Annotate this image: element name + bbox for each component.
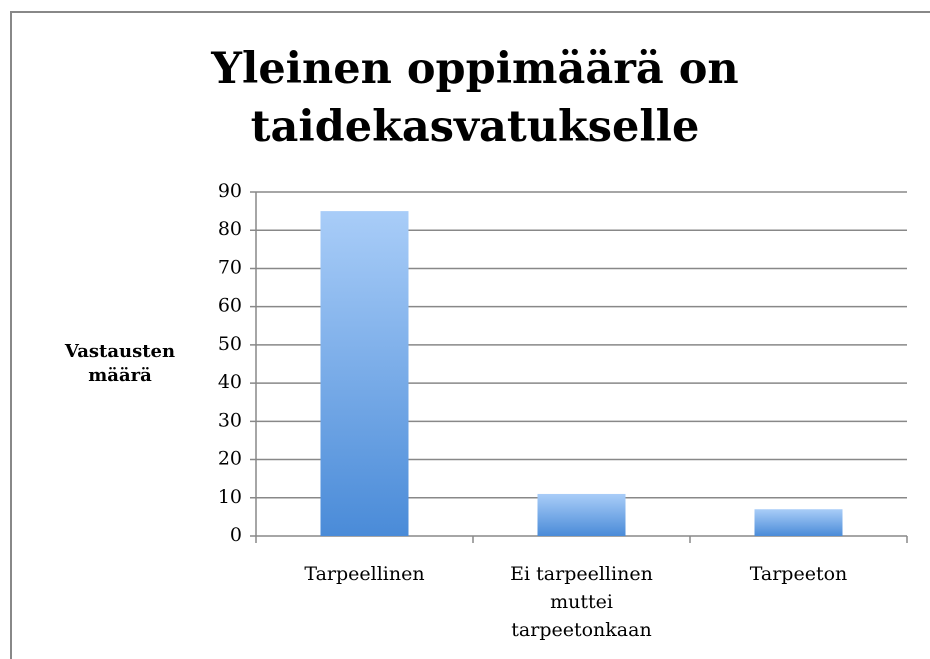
bar: [537, 493, 626, 536]
y-tick-label: 40: [218, 371, 242, 393]
x-tick-label: Tarpeeton: [749, 563, 848, 585]
chart-border: [10, 11, 930, 659]
y-tick-label: 80: [218, 218, 242, 240]
bar: [754, 509, 843, 536]
y-tick-label: 30: [218, 409, 242, 431]
y-tick-label: 70: [218, 256, 242, 278]
x-tick-label: Ei tarpeellinen muttei tarpeetonkaan: [510, 563, 653, 641]
y-tick-label: 50: [218, 333, 242, 355]
y-tick-label: 10: [218, 486, 242, 508]
y-tick-label: 60: [218, 295, 242, 317]
y-tick-label: 20: [218, 448, 242, 470]
y-axis-label: Vastausten määrä: [64, 341, 176, 386]
y-tick-label: 90: [218, 180, 242, 202]
bar: [320, 211, 409, 536]
chart-title: Yleinen oppimäärä on taidekasvatukselle: [211, 44, 739, 152]
x-tick-label: Tarpeellinen: [304, 563, 425, 585]
y-tick-label: 0: [230, 524, 242, 546]
